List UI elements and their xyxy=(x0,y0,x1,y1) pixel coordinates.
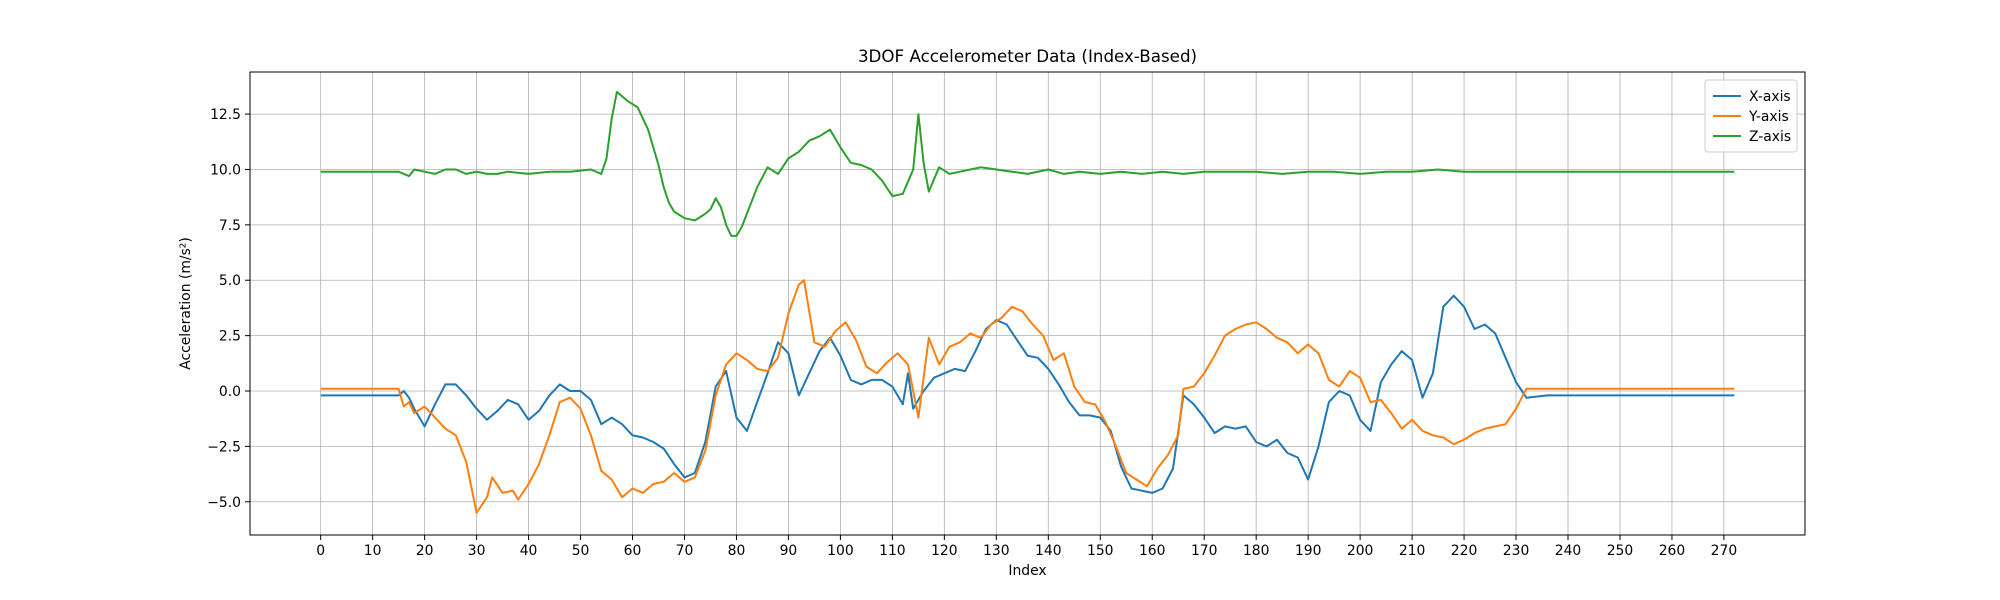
x-tick-label: 50 xyxy=(572,543,590,559)
plot-frame xyxy=(249,71,1806,536)
legend-label: Y-axis xyxy=(1748,109,1789,125)
legend-label: Z-axis xyxy=(1749,129,1791,145)
x-tick-label: 240 xyxy=(1555,543,1582,559)
y-tick-label: −5.0 xyxy=(207,495,241,511)
x-tick-label: 40 xyxy=(520,543,538,559)
x-tick-label: 30 xyxy=(468,543,486,559)
legend-box xyxy=(1704,79,1798,153)
legend: X-axis Y-axis Z-axis xyxy=(1704,79,1798,153)
x-tick-label: 80 xyxy=(728,543,746,559)
x-tick-label: 60 xyxy=(624,543,642,559)
x-tick-label: 120 xyxy=(931,543,958,559)
y-axis-label: Acceleration (m/s²) xyxy=(178,237,194,370)
y-tick-label: 12.5 xyxy=(210,107,241,123)
x-tick-label: 130 xyxy=(983,543,1010,559)
x-tick-label: 170 xyxy=(1191,543,1218,559)
y-tick-label: 7.5 xyxy=(219,218,241,234)
x-tick-label: 140 xyxy=(1035,543,1062,559)
y-axis-ticks: −5.0 −2.5 0.0 2.5 5.0 7.5 10.0 12.5 xyxy=(207,107,250,511)
y-tick-label: 0.0 xyxy=(219,384,241,400)
x-tick-label: 250 xyxy=(1607,543,1634,559)
x-tick-label: 20 xyxy=(416,543,434,559)
x-tick-label: 230 xyxy=(1503,543,1530,559)
x-tick-label: 180 xyxy=(1243,543,1270,559)
y-tick-label: −2.5 xyxy=(207,439,241,455)
x-axis-ticks: 0 10 20 30 40 50 60 70 80 90 100 110 120 130 140 150 160… xyxy=(316,535,1737,559)
series-line-z-axis xyxy=(320,90,1735,237)
x-tick-label: 200 xyxy=(1347,543,1374,559)
x-tick-label: 70 xyxy=(676,543,694,559)
x-tick-label: 260 xyxy=(1659,543,1686,559)
series-line-y-axis xyxy=(320,279,1735,514)
series-lines xyxy=(320,90,1735,514)
x-tick-label: 210 xyxy=(1399,543,1426,559)
x-tick-label: 90 xyxy=(780,543,798,559)
x-tick-label: 220 xyxy=(1451,543,1478,559)
x-tick-label: 190 xyxy=(1295,543,1322,559)
series-line-x-axis xyxy=(320,294,1735,494)
y-tick-label: 2.5 xyxy=(219,329,241,345)
chart-title: 3DOF Accelerometer Data (Index-Based) xyxy=(858,46,1197,66)
x-tick-label: 10 xyxy=(364,543,382,559)
x-tick-label: 160 xyxy=(1139,543,1166,559)
y-tick-label: 10.0 xyxy=(210,162,241,178)
x-tick-label: 110 xyxy=(879,543,906,559)
x-tick-label: 150 xyxy=(1087,543,1114,559)
y-tick-label: 5.0 xyxy=(219,273,241,289)
x-tick-label: 270 xyxy=(1711,543,1738,559)
grid-lines xyxy=(250,72,1805,535)
x-tick-label: 100 xyxy=(827,543,854,559)
x-tick-label: 0 xyxy=(316,543,325,559)
x-axis-label: Index xyxy=(1008,563,1046,579)
legend-label: X-axis xyxy=(1749,89,1791,105)
